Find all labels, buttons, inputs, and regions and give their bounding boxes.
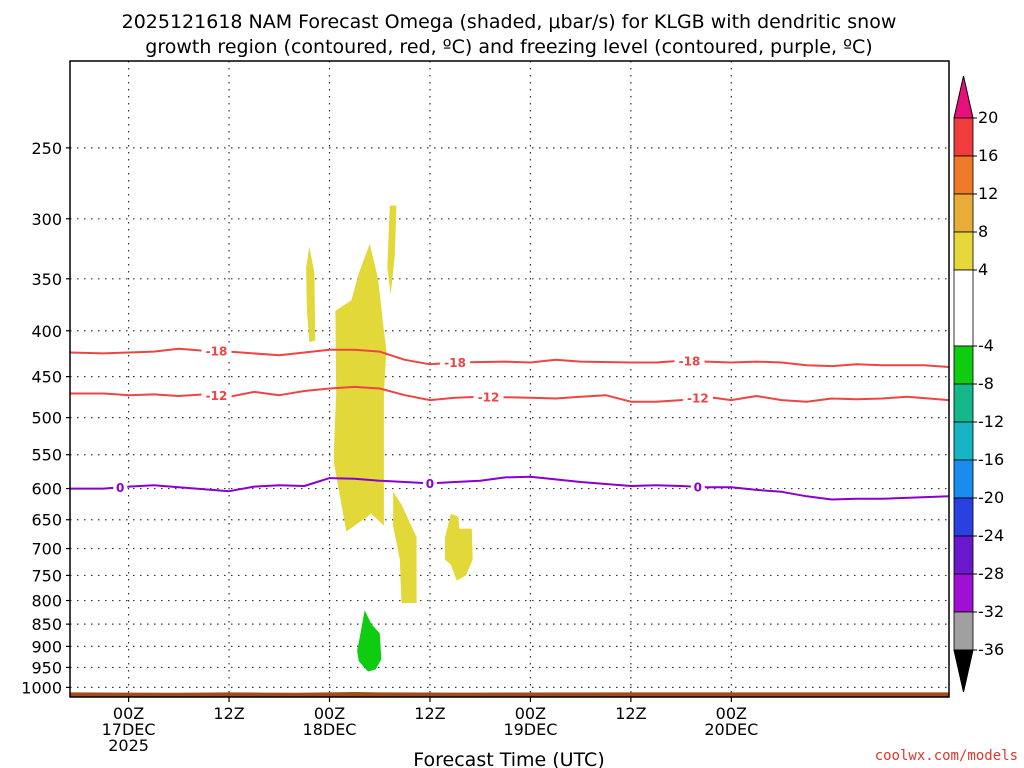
contour-label-bg-0-0 — [201, 344, 232, 359]
colorbar-bin-6 — [953, 383, 974, 423]
y-tick-label-850: 850 — [31, 615, 62, 634]
colorbar-bin-1 — [953, 155, 974, 195]
contour-label-1-2: -12 — [687, 391, 709, 405]
colorbar-under-arrow — [953, 649, 974, 693]
colorbar: 20 16 12 8 4 -4 -8 -12 -16 -20 -24 -28 -32 -36 — [953, 75, 1004, 693]
y-tick-label-550: 550 — [31, 446, 62, 465]
colorbar-label--8: -8 — [978, 374, 994, 393]
shaded-region-4 — [445, 513, 473, 581]
colorbar-bin-12 — [953, 611, 974, 651]
x-tick-label-24-0: 00Z — [314, 704, 345, 723]
contour-label-2-0: 0 — [116, 481, 124, 495]
x-axis-label: Forecast Time (UTC) — [413, 749, 604, 768]
x-tick-label-72-1: 20DEC — [704, 720, 758, 739]
x-tick-label-60-0: 12Z — [615, 704, 646, 723]
colorbar-bin-11 — [953, 573, 974, 613]
contour-label-bg-1-1 — [473, 389, 504, 404]
colorbar-label--28: -28 — [978, 564, 1004, 583]
colorbar-bin-10 — [953, 535, 974, 575]
colorbar-label-16: 16 — [978, 146, 998, 165]
y-tick-label-700: 700 — [31, 540, 62, 559]
chart-title-line2: growth region (contoured, red, ºC) and f… — [145, 36, 872, 58]
ground-fill — [70, 692, 949, 697]
y-tick-label-600: 600 — [31, 480, 62, 499]
omega-shaded-regions — [306, 205, 473, 672]
contour-label-bg-1-2 — [682, 390, 713, 405]
y-tick-label-650: 650 — [31, 511, 62, 530]
colorbar-bin-2 — [953, 193, 974, 233]
contour-label-0-0: -18 — [206, 345, 228, 359]
contour-label-bg-2-1 — [422, 476, 437, 491]
colorbar-label-4: 4 — [978, 260, 988, 279]
y-tick-label-500: 500 — [31, 409, 62, 428]
shaded-region-2 — [306, 246, 316, 343]
colorbar-label--16: -16 — [978, 450, 1004, 469]
y-tick-label-1000: 1000 — [21, 678, 62, 697]
x-tick-label-48-0: 00Z — [515, 704, 546, 723]
contour-label-bg-0-2 — [674, 354, 705, 369]
y-tick-label-750: 750 — [31, 566, 62, 585]
y-tick-label-400: 400 — [31, 322, 62, 341]
shaded-region-5 — [357, 610, 382, 672]
credit-text: coolwx.com/models — [875, 748, 1018, 764]
contour-label-bg-2-2 — [690, 479, 705, 494]
contour-label-1-1: -12 — [478, 390, 500, 404]
ground-layer — [70, 692, 949, 697]
colorbar-bin-8 — [953, 459, 974, 499]
colorbar-label--36: -36 — [978, 640, 1004, 659]
colorbar-label--12: -12 — [978, 412, 1004, 431]
colorbar-label--20: -20 — [978, 488, 1004, 507]
contour-lines: -18 -18 -18 -12 -12 -12 0 0 0 — [70, 344, 949, 501]
colorbar-label--32: -32 — [978, 602, 1004, 621]
grid-lines — [70, 61, 949, 697]
contour-label-bg-2-0 — [113, 480, 128, 495]
y-tick-label-800: 800 — [31, 592, 62, 611]
x-tick-label-72-0: 00Z — [716, 704, 747, 723]
y-tick-label-350: 350 — [31, 270, 62, 289]
contour-line-2 — [70, 475, 949, 501]
x-tick-label-36-0: 12Z — [414, 704, 445, 723]
chart-title-line1: 2025121618 NAM Forecast Omega (shaded, μ… — [122, 11, 897, 33]
y-tick-label-300: 300 — [31, 210, 62, 229]
y-tick-label-950: 950 — [31, 658, 62, 677]
colorbar-label-12: 12 — [978, 184, 998, 203]
shaded-region-3 — [393, 491, 417, 603]
x-tick-label-12-0: 12Z — [213, 704, 244, 723]
x-tick-label-24-1: 18DEC — [303, 720, 357, 739]
colorbar-bin-9 — [953, 497, 974, 537]
y-tick-label-450: 450 — [31, 368, 62, 387]
contour-label-bg-0-1 — [440, 355, 471, 370]
colorbar-label-8: 8 — [978, 222, 988, 241]
contour-label-bg-1-0 — [201, 388, 232, 403]
y-tick-label-900: 900 — [31, 637, 62, 656]
colorbar-bin-4 — [953, 269, 974, 347]
contour-label-1-0: -12 — [206, 389, 228, 403]
y-axis-pressure: 250 300 350 400 450 500 550 600 650 700 750 800 850 9… — [21, 139, 70, 697]
contour-label-2-1: 0 — [426, 477, 434, 491]
colorbar-label-20: 20 — [978, 108, 998, 127]
colorbar-bin-7 — [953, 421, 974, 461]
contour-label-0-1: -18 — [444, 356, 466, 370]
x-tick-label-0-1: 17DEC — [102, 720, 156, 739]
contour-label-2-2: 0 — [694, 480, 702, 494]
x-tick-label-0-0: 00Z — [113, 704, 144, 723]
colorbar-label--24: -24 — [978, 526, 1004, 545]
shaded-region-1 — [387, 205, 397, 296]
y-tick-label-250: 250 — [31, 139, 62, 158]
colorbar-over-arrow — [953, 75, 974, 119]
colorbar-bin-3 — [953, 231, 974, 271]
contour-label-0-2: -18 — [679, 355, 701, 369]
colorbar-bin-5 — [953, 345, 974, 385]
x-tick-label-0-2: 2025 — [108, 736, 149, 755]
plot-frame — [69, 60, 950, 698]
colorbar-label--4: -4 — [978, 336, 994, 355]
colorbar-bin-0 — [953, 117, 974, 157]
x-tick-label-48-1: 19DEC — [503, 720, 557, 739]
